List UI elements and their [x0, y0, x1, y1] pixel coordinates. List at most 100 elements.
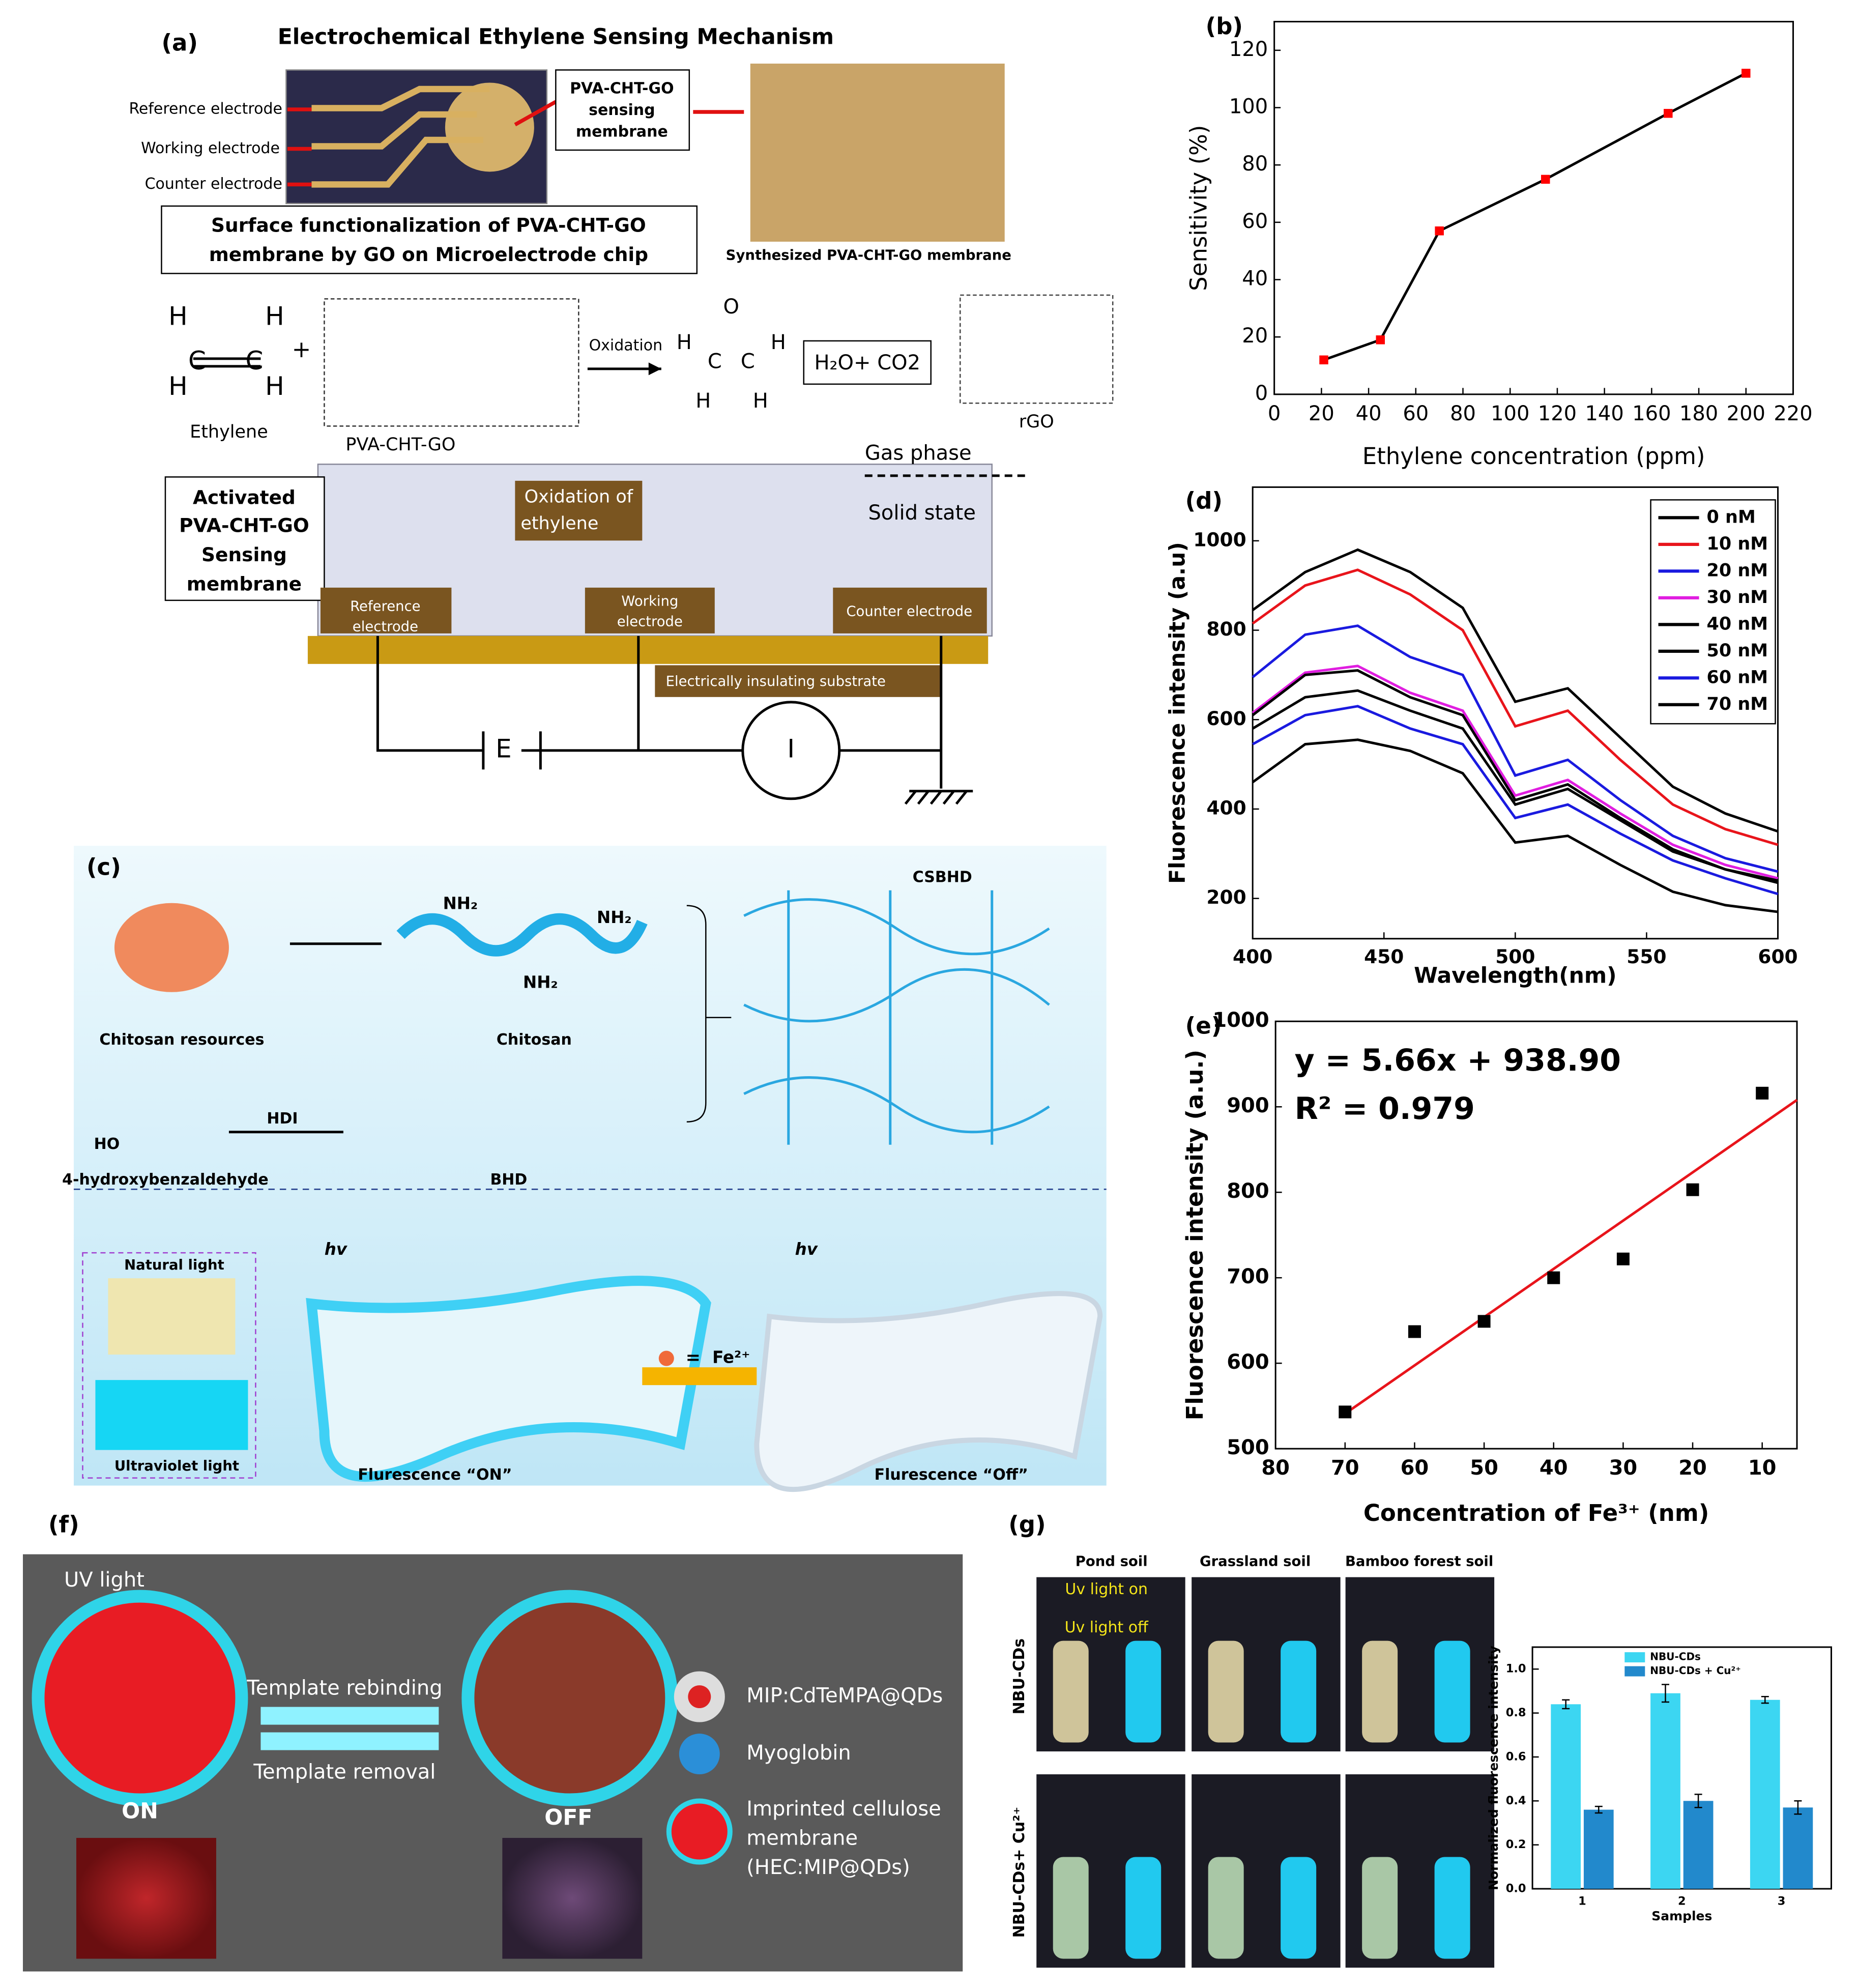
membrane-photo [750, 64, 1005, 242]
y-tick-label: 0.0 [1506, 1882, 1526, 1895]
bar [1650, 1693, 1680, 1889]
electrode [833, 587, 987, 633]
x-tick-label: 180 [1679, 402, 1718, 425]
atom: H [695, 389, 711, 413]
box-text: Activated [193, 486, 296, 508]
line [1252, 689, 1779, 882]
y-tick-label: 0.4 [1506, 1794, 1526, 1807]
label: = [686, 1348, 701, 1368]
bar [1750, 1699, 1780, 1889]
panel-c-labels: Chitosan resources Chitosan NH₂ NH₂ NH₂ … [62, 868, 1028, 1484]
hv: hv [325, 1240, 348, 1259]
marker [1376, 335, 1385, 344]
fit-line [1344, 1099, 1798, 1415]
y-tick-label: 0.8 [1506, 1706, 1526, 1719]
atom: C [188, 346, 206, 376]
x-tick-label: 1 [1578, 1895, 1586, 1908]
uv-film [95, 1380, 248, 1450]
legend-text: 70 nM [1707, 694, 1768, 714]
membrane-on [32, 1590, 248, 1806]
x-tick-label: 220 [1774, 402, 1812, 425]
label: Chitosan resources [99, 1031, 264, 1049]
arrowhead [648, 362, 661, 376]
y-tick-label: 600 [1206, 707, 1246, 730]
box-text: PVA-CHT-GO [570, 79, 674, 97]
arrow [642, 1367, 757, 1386]
x-tick-label: 50 [1470, 1456, 1498, 1480]
box-text: Working [621, 593, 678, 609]
error-bar [1594, 1805, 1603, 1814]
point [1756, 1086, 1769, 1100]
electrode [585, 587, 715, 633]
atom: C [245, 346, 263, 376]
substrate-label-box [655, 665, 941, 697]
legend-text: membrane [746, 1827, 858, 1850]
pointer-arrows [287, 100, 744, 187]
plot-frame [1531, 1646, 1833, 1890]
x-axis-label: Wavelength(nm) [1414, 963, 1616, 988]
x-tick-label: 40 [1540, 1456, 1568, 1480]
legend-text: NBU-CDs + Cu²⁺ [1650, 1664, 1740, 1677]
x-tick-label: 600 [1758, 945, 1797, 968]
column-label: Bamboo forest soil [1345, 1553, 1493, 1570]
label-box [555, 69, 690, 151]
tube [1053, 1640, 1089, 1743]
line [1323, 72, 1747, 361]
labels: (a) (b) (c) (d) (e) (f) (g) Electrochemi… [48, 13, 1243, 1538]
tube [1434, 1640, 1470, 1743]
qd-core [688, 1685, 711, 1709]
film-off [754, 1291, 1103, 1492]
y-tick-label: 1000 [1193, 528, 1246, 551]
membrane-icon [666, 1798, 733, 1865]
plot-frame [1274, 1020, 1798, 1450]
chart: 500 600 700 800 900 1000 80 70 60 50 40 30 20 10 Conce… [1181, 1009, 1798, 1526]
photo-on [76, 1838, 216, 1959]
electrode-label: Reference electrode [129, 100, 282, 118]
marker [1664, 109, 1673, 118]
product-box [803, 340, 932, 385]
caption: membrane by GO on Microelectrode chip [209, 243, 648, 266]
tube [1281, 1640, 1317, 1743]
caption: Synthesized PVA-CHT-GO membrane [726, 247, 1011, 263]
label-box [164, 476, 325, 601]
marker [1435, 226, 1444, 236]
panel-a [161, 64, 1114, 805]
x-axis-label: Ethylene concentration (ppm) [1362, 443, 1705, 470]
point [1616, 1252, 1630, 1265]
x-axis-label: Concentration of Fe³⁺ (nm) [1363, 1500, 1709, 1526]
x-tick-label: 60 [1401, 1456, 1429, 1480]
y-tick-label: 20 [1242, 324, 1268, 348]
box-text: Reference [350, 598, 420, 614]
label: PVA-CHT-GO [345, 435, 455, 455]
label: Flurescence “ON” [358, 1466, 512, 1484]
line [1252, 705, 1779, 896]
marker [1541, 175, 1550, 184]
label: Template removal [253, 1761, 436, 1784]
symbol: E [496, 734, 512, 763]
error-bar [1694, 1794, 1702, 1808]
panel-label: (c) [86, 853, 121, 880]
tube [1125, 1857, 1162, 1959]
y-tick-label: 100 [1229, 95, 1268, 119]
y-tick-label: 0.6 [1506, 1750, 1526, 1763]
legend-text: 60 nM [1707, 667, 1768, 687]
row-label: NBU-CDs+ Cu²⁺ [1010, 1807, 1028, 1938]
point [1339, 1405, 1352, 1419]
atom: C [741, 350, 755, 373]
label: Gas phase [865, 441, 972, 465]
point [1547, 1271, 1560, 1284]
caption-box [161, 205, 698, 274]
x-tick-label: 450 [1364, 945, 1404, 968]
box-text: Counter electrode [846, 603, 972, 619]
y-tick-label: 60 [1242, 210, 1268, 233]
electrode-pad [445, 82, 534, 172]
myoglobin-icon [679, 1734, 720, 1775]
x-tick-label: 40 [1356, 402, 1382, 425]
legend-text: 20 nM [1707, 560, 1768, 581]
y-tick-label: 600 [1227, 1350, 1269, 1374]
y-tick-label: 120 [1229, 38, 1268, 61]
x-tick-label: 160 [1632, 402, 1671, 425]
atom: H [168, 301, 188, 331]
y-tick-label: 200 [1206, 886, 1246, 908]
